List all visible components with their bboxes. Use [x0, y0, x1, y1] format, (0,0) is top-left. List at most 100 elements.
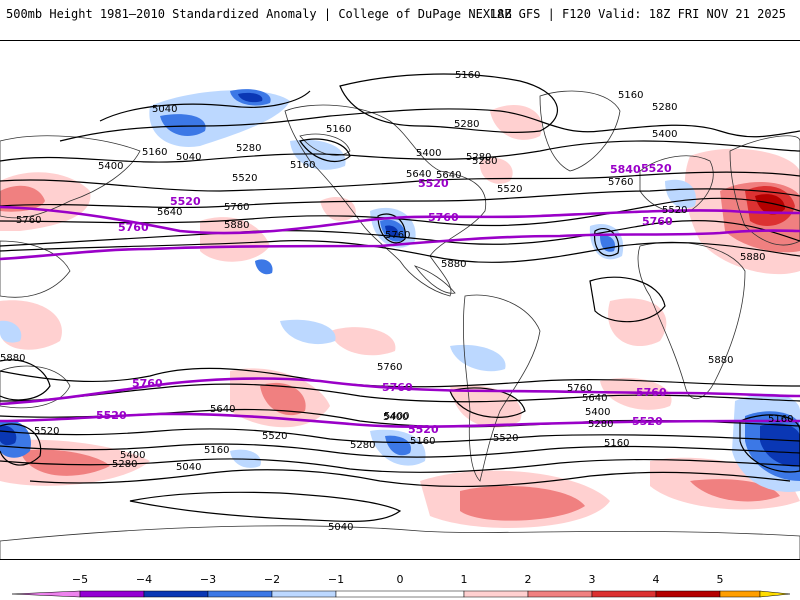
anomaly-pos-region [330, 327, 396, 356]
contour-label: 5400 [416, 148, 441, 159]
colorbar-segment [759, 590, 791, 598]
continent-eurasia-west [0, 135, 141, 219]
anomaly-pos-region [490, 105, 542, 140]
anomaly-pos-region [200, 217, 270, 262]
header: 500mb Height 1981–2010 Standardized Anom… [0, 0, 800, 26]
contour-5520-north [0, 188, 800, 209]
contour-label: 5280 [112, 459, 137, 470]
colorbar-tick: −5 [71, 573, 89, 586]
contour-label: 5880 [441, 259, 466, 270]
contour-label: 5760 [224, 202, 249, 213]
colorbar-segment [143, 590, 209, 598]
continent-central-america [413, 265, 456, 294]
anomaly-neg-region [665, 179, 696, 209]
anomaly-pos-region [20, 449, 110, 476]
anomaly-pos-region [608, 298, 667, 347]
contour-label: 5640 [406, 169, 431, 180]
contour-label: 5160 [326, 124, 351, 135]
contour-label: 5160 [455, 70, 480, 81]
contour-label: 5880 [224, 220, 249, 231]
colorbar-segment [79, 590, 145, 598]
colorbar-tick: 0 [396, 573, 404, 586]
contour-5160-north [59, 108, 800, 142]
colorbar-segment [271, 590, 337, 598]
key-contour-label: 5760 [636, 386, 667, 399]
run-info: 18Z GFS | F120 Valid: 18Z FRI NOV 21 202… [489, 7, 786, 21]
contour-5280-north [0, 140, 800, 163]
contour-label: 5400 [652, 129, 677, 140]
continent-alaska [299, 133, 351, 156]
anomaly-shading-neg [0, 89, 800, 492]
anomaly-neg-region [280, 319, 336, 345]
contour-label: 5520 [493, 433, 518, 444]
colorbar-tick: −1 [327, 573, 345, 586]
contour-label: 5280 [466, 152, 491, 163]
colorbar-segment [591, 590, 657, 598]
key-label-layer: 5520 5760 5520 5760 5840 5520 5760 5760 … [96, 162, 673, 436]
key-contours [0, 205, 800, 429]
continent-australia [0, 365, 71, 409]
anomaly-pos-region [755, 194, 785, 215]
contour-label: 5640 [436, 170, 461, 181]
anomaly-neg-region [385, 435, 411, 456]
anomaly-neg-region [0, 320, 22, 343]
colorbar-tick: 5 [716, 573, 724, 586]
anomaly-neg-region [385, 225, 399, 237]
contour-label: 5640 [157, 207, 182, 218]
contour-label: 5520 [34, 426, 59, 437]
colorbar-tick: −4 [135, 573, 153, 586]
contour-label: 5040 [176, 152, 201, 163]
contour-label: 5640 [210, 404, 235, 415]
map-title: 500mb Height 1981–2010 Standardized Anom… [6, 7, 512, 21]
contour-low-south-east [739, 414, 800, 473]
continent-south-america [463, 294, 541, 482]
contour-low-atlantic [593, 228, 620, 257]
anomaly-neg-region [0, 425, 17, 446]
contour-label: 5520 [262, 431, 287, 442]
contour-label-layer: 5160 5160 5280 5040 5160 5040 5280 5160 … [0, 70, 793, 533]
key-contour-label: 5760 [642, 215, 673, 228]
contour-5160-arctic [339, 73, 558, 133]
key-contour-label: 5520 [170, 195, 201, 208]
contour-label: 5280 [236, 143, 261, 154]
contour-high-pacific [589, 276, 666, 323]
colorbar-svg [11, 590, 791, 598]
key-contour-5760-north [0, 229, 800, 261]
contour-label: 5760 [608, 177, 633, 188]
contour-label: 5160 [290, 160, 315, 171]
contour-label: 5160 [142, 147, 167, 158]
contour-low-south-west [0, 423, 42, 466]
colorbar-tick: 1 [460, 573, 468, 586]
contour-label: 5280 [472, 156, 497, 167]
contour-label: 5280 [454, 119, 479, 130]
anomaly-pos-region [320, 196, 356, 221]
contour-label: 5040 [152, 104, 177, 115]
anomaly-pos-region [690, 479, 780, 502]
colorbar-segment [719, 590, 761, 598]
colorbar-tick: 4 [652, 573, 660, 586]
continent-europe [639, 155, 714, 213]
contour-label: 5760 [567, 383, 592, 394]
map-panel: 5160 5160 5280 5040 5160 5040 5280 5160 … [0, 40, 800, 560]
contour-label: 5760 [16, 215, 41, 226]
map-svg: 5160 5160 5280 5040 5160 5040 5280 5160 … [0, 70, 800, 559]
contour-5280-south [0, 458, 800, 473]
continent-greenland [539, 90, 621, 172]
colorbar-tick: 3 [588, 573, 596, 586]
contour-label: 5160 [618, 90, 643, 101]
contour-5400-south [0, 443, 800, 458]
key-contour-5760-south [0, 377, 800, 406]
key-contour-label: 5760 [382, 381, 413, 394]
colorbar-segment [335, 590, 465, 598]
key-contour-label: 5760 [132, 377, 163, 390]
contour-5040-north [99, 90, 311, 122]
anomaly-pos-region [479, 157, 513, 184]
anomaly-neg-region [450, 344, 506, 372]
contour-label: 5280 [350, 440, 375, 451]
contour-label: 5160 [204, 445, 229, 456]
colorbar-tick: −3 [199, 573, 217, 586]
contour-high-south-pacific [449, 387, 526, 418]
contour-low-california [377, 213, 406, 244]
key-contour-label: 5760 [428, 211, 459, 224]
colorbar-segment [11, 590, 81, 598]
